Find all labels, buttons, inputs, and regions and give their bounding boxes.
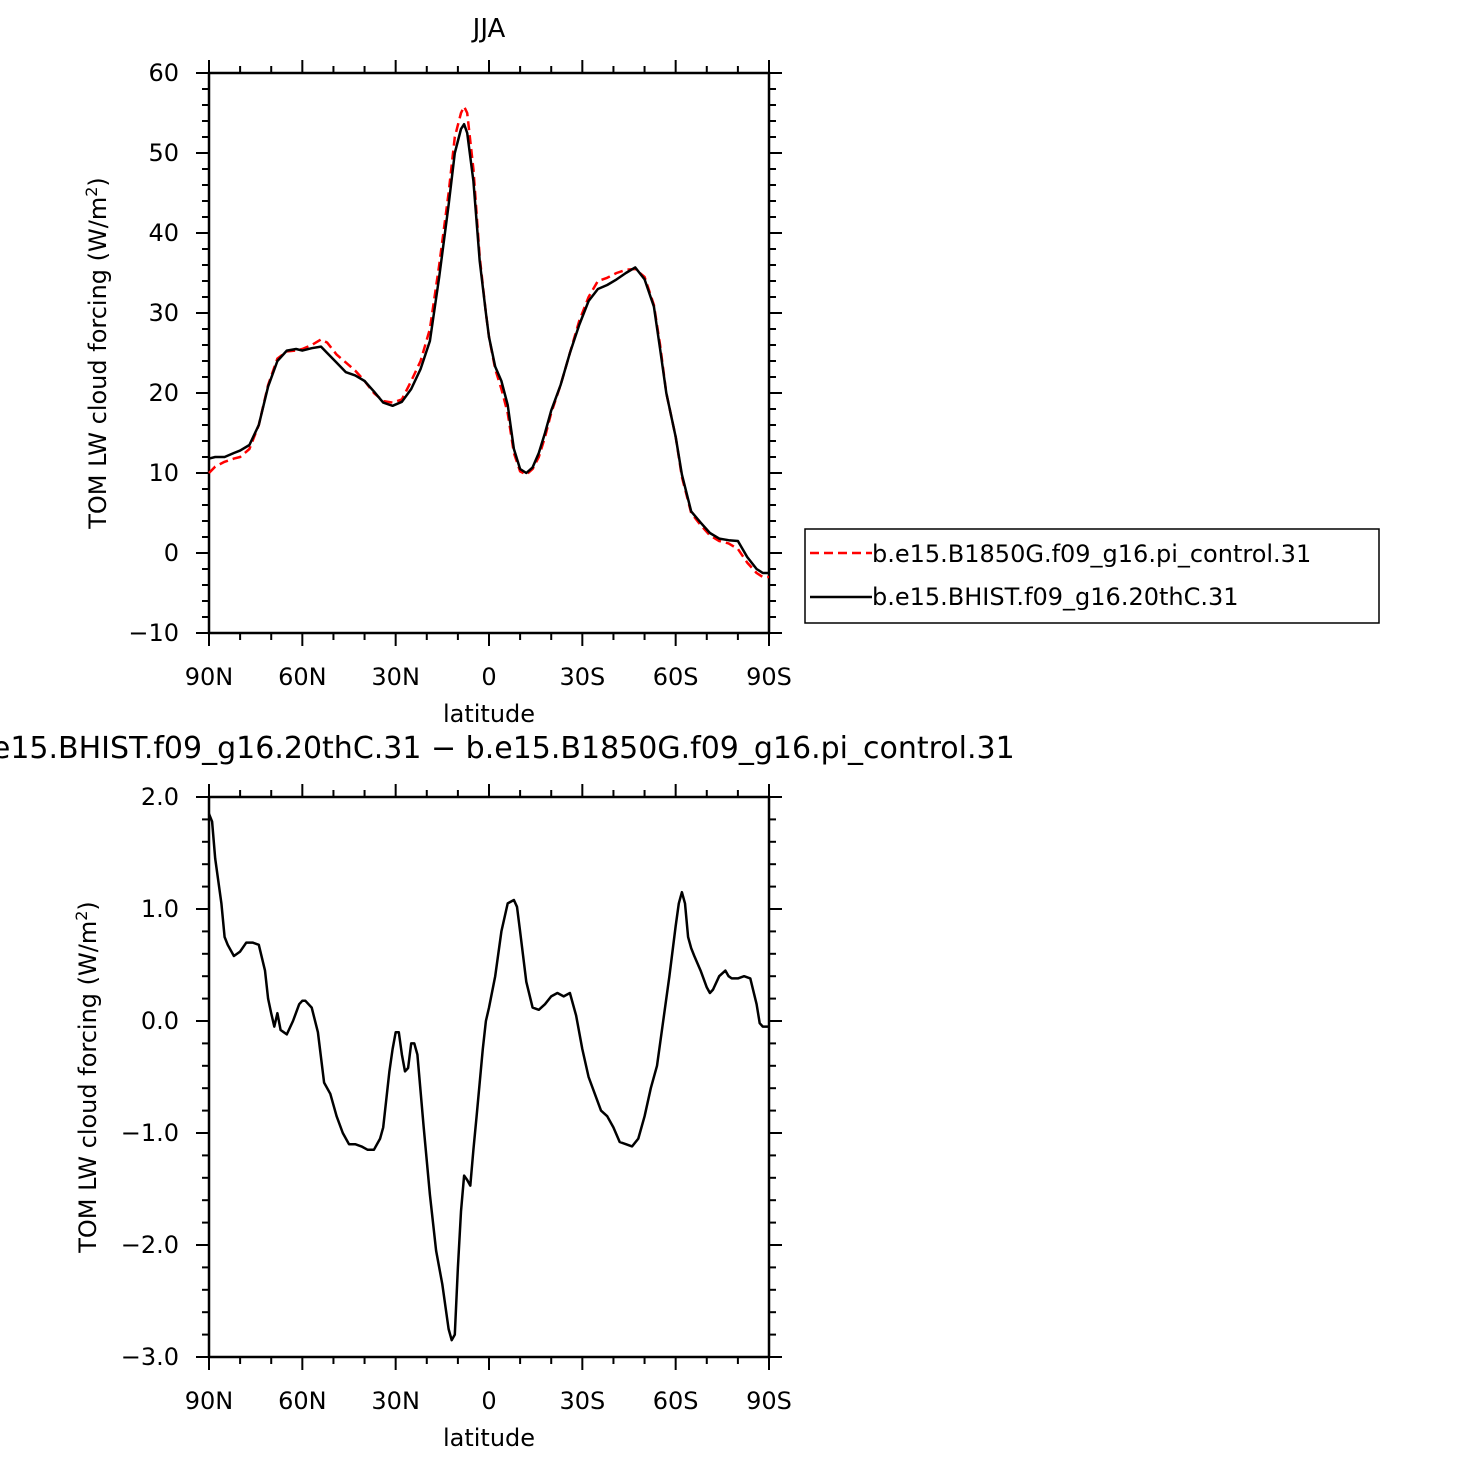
legend-label-20thc: b.e15.BHIST.f09_g16.20thC.31 [872, 583, 1239, 611]
y-axis-label: TOM LW cloud forcing (W/m2) [72, 901, 102, 1254]
x-tick-label: 90N [185, 1387, 234, 1415]
series-line [207, 813, 769, 1342]
y-tick-label: −1.0 [121, 1119, 179, 1147]
chart-panel-difference: b.e15.BHIST.f09_g16.20thC.31 − b.e15.B18… [0, 731, 1015, 1452]
y-tick-label: 10 [148, 459, 179, 487]
chart-title: b.e15.BHIST.f09_g16.20thC.31 − b.e15.B18… [0, 731, 1015, 766]
x-axis-label: latitude [443, 700, 535, 728]
y-tick-label: 20 [148, 379, 179, 407]
x-tick-label: 0 [481, 663, 496, 691]
y-tick-label: 40 [148, 219, 179, 247]
y-tick-label: 60 [148, 59, 179, 87]
series-line [208, 122, 769, 575]
legend-box [804, 528, 1380, 624]
y-tick-label: −2.0 [121, 1231, 179, 1259]
y-tick-label: −10 [128, 619, 179, 647]
y-tick-label: 2.0 [141, 783, 179, 811]
x-tick-label: 60S [653, 663, 699, 691]
y-tick-label: 0 [164, 539, 179, 567]
plot-frame [207, 71, 771, 635]
legend: b.e15.B1850G.f09_g16.pi_control.31 b.e15… [804, 528, 1380, 624]
y-tick-label: 1.0 [141, 895, 179, 923]
chart-panel-jja: JJA 90N 60N 30N 0 30S 60S 90S−100102030405060 … [82, 14, 1380, 728]
x-tick-label: 30S [559, 663, 605, 691]
x-tick-label: 60N [278, 1387, 327, 1415]
y-axis-label: TOM LW cloud forcing (W/m2) [82, 177, 112, 530]
x-tick-label: 60N [278, 663, 327, 691]
y-tick-label: 0.0 [141, 1007, 179, 1035]
x-tick-label: 90N [185, 663, 234, 691]
y-tick-label: 50 [148, 139, 179, 167]
x-tick-label: 90S [746, 1387, 792, 1415]
x-axis-label: latitude [443, 1424, 535, 1452]
plot-area: 90N 60N 30N 0 30S 60S 90S −10 0 10 20 30 40 50 60 [128, 59, 792, 691]
chart-title: JJA [471, 14, 506, 44]
y-tick-label: 30 [148, 299, 179, 327]
plot-area: 90N 60N 30N 0 30S 60S 90S −3.0 −2.0 −1.0 0.0 1.0 2.0 [121, 783, 792, 1415]
x-tick-label: 0 [481, 1387, 496, 1415]
plot-frame [207, 795, 771, 1359]
x-tick-label: 60S [653, 1387, 699, 1415]
x-tick-label: 30S [559, 1387, 605, 1415]
x-tick-label: 30N [371, 1387, 420, 1415]
legend-label-pi-control: b.e15.B1850G.f09_g16.pi_control.31 [872, 540, 1311, 568]
y-tick-label: −3.0 [121, 1343, 179, 1371]
x-tick-label: 30N [371, 663, 420, 691]
x-tick-label: 90S [746, 663, 792, 691]
